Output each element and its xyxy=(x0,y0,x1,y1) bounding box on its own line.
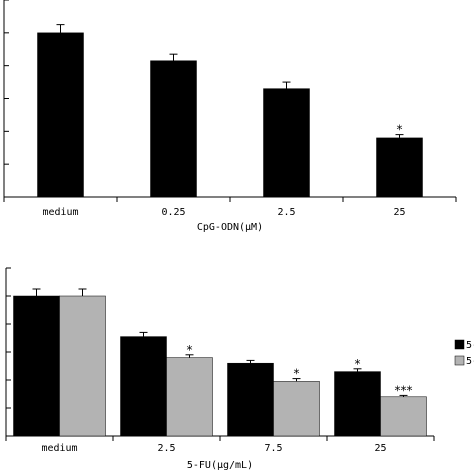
bar xyxy=(227,362,274,437)
x-tick-label: 0.25 xyxy=(161,207,185,218)
bar xyxy=(120,336,167,437)
bar xyxy=(273,381,320,437)
legend-swatch xyxy=(454,355,465,366)
significance-label: * xyxy=(187,343,193,357)
bar xyxy=(13,295,60,437)
bar xyxy=(166,357,213,437)
bar xyxy=(376,137,423,198)
bar xyxy=(380,396,427,437)
bar xyxy=(263,88,310,198)
significance-label: *** xyxy=(395,383,413,397)
bar xyxy=(150,60,197,198)
x-axis-title: CpG-ODN(μM) xyxy=(197,222,263,233)
significance-label: * xyxy=(294,367,300,381)
significance-label: * xyxy=(355,357,361,371)
significance-label: * xyxy=(397,123,403,137)
x-tick-label: 25 xyxy=(374,443,386,454)
x-tick-label: 2.5 xyxy=(157,443,175,454)
x-tick-label: medium xyxy=(42,207,78,218)
legend-label: 5- xyxy=(466,356,474,367)
bar xyxy=(334,371,381,437)
legend-swatch xyxy=(454,339,465,350)
x-axis-title: 5-FU(μg/mL) xyxy=(187,460,253,471)
bar xyxy=(37,32,84,198)
x-tick-label: medium xyxy=(41,443,77,454)
bar xyxy=(59,295,106,437)
x-tick-label: 25 xyxy=(393,207,405,218)
x-tick-label: 2.5 xyxy=(277,207,295,218)
legend-label: 5- xyxy=(466,340,474,351)
x-tick-label: 7.5 xyxy=(264,443,282,454)
